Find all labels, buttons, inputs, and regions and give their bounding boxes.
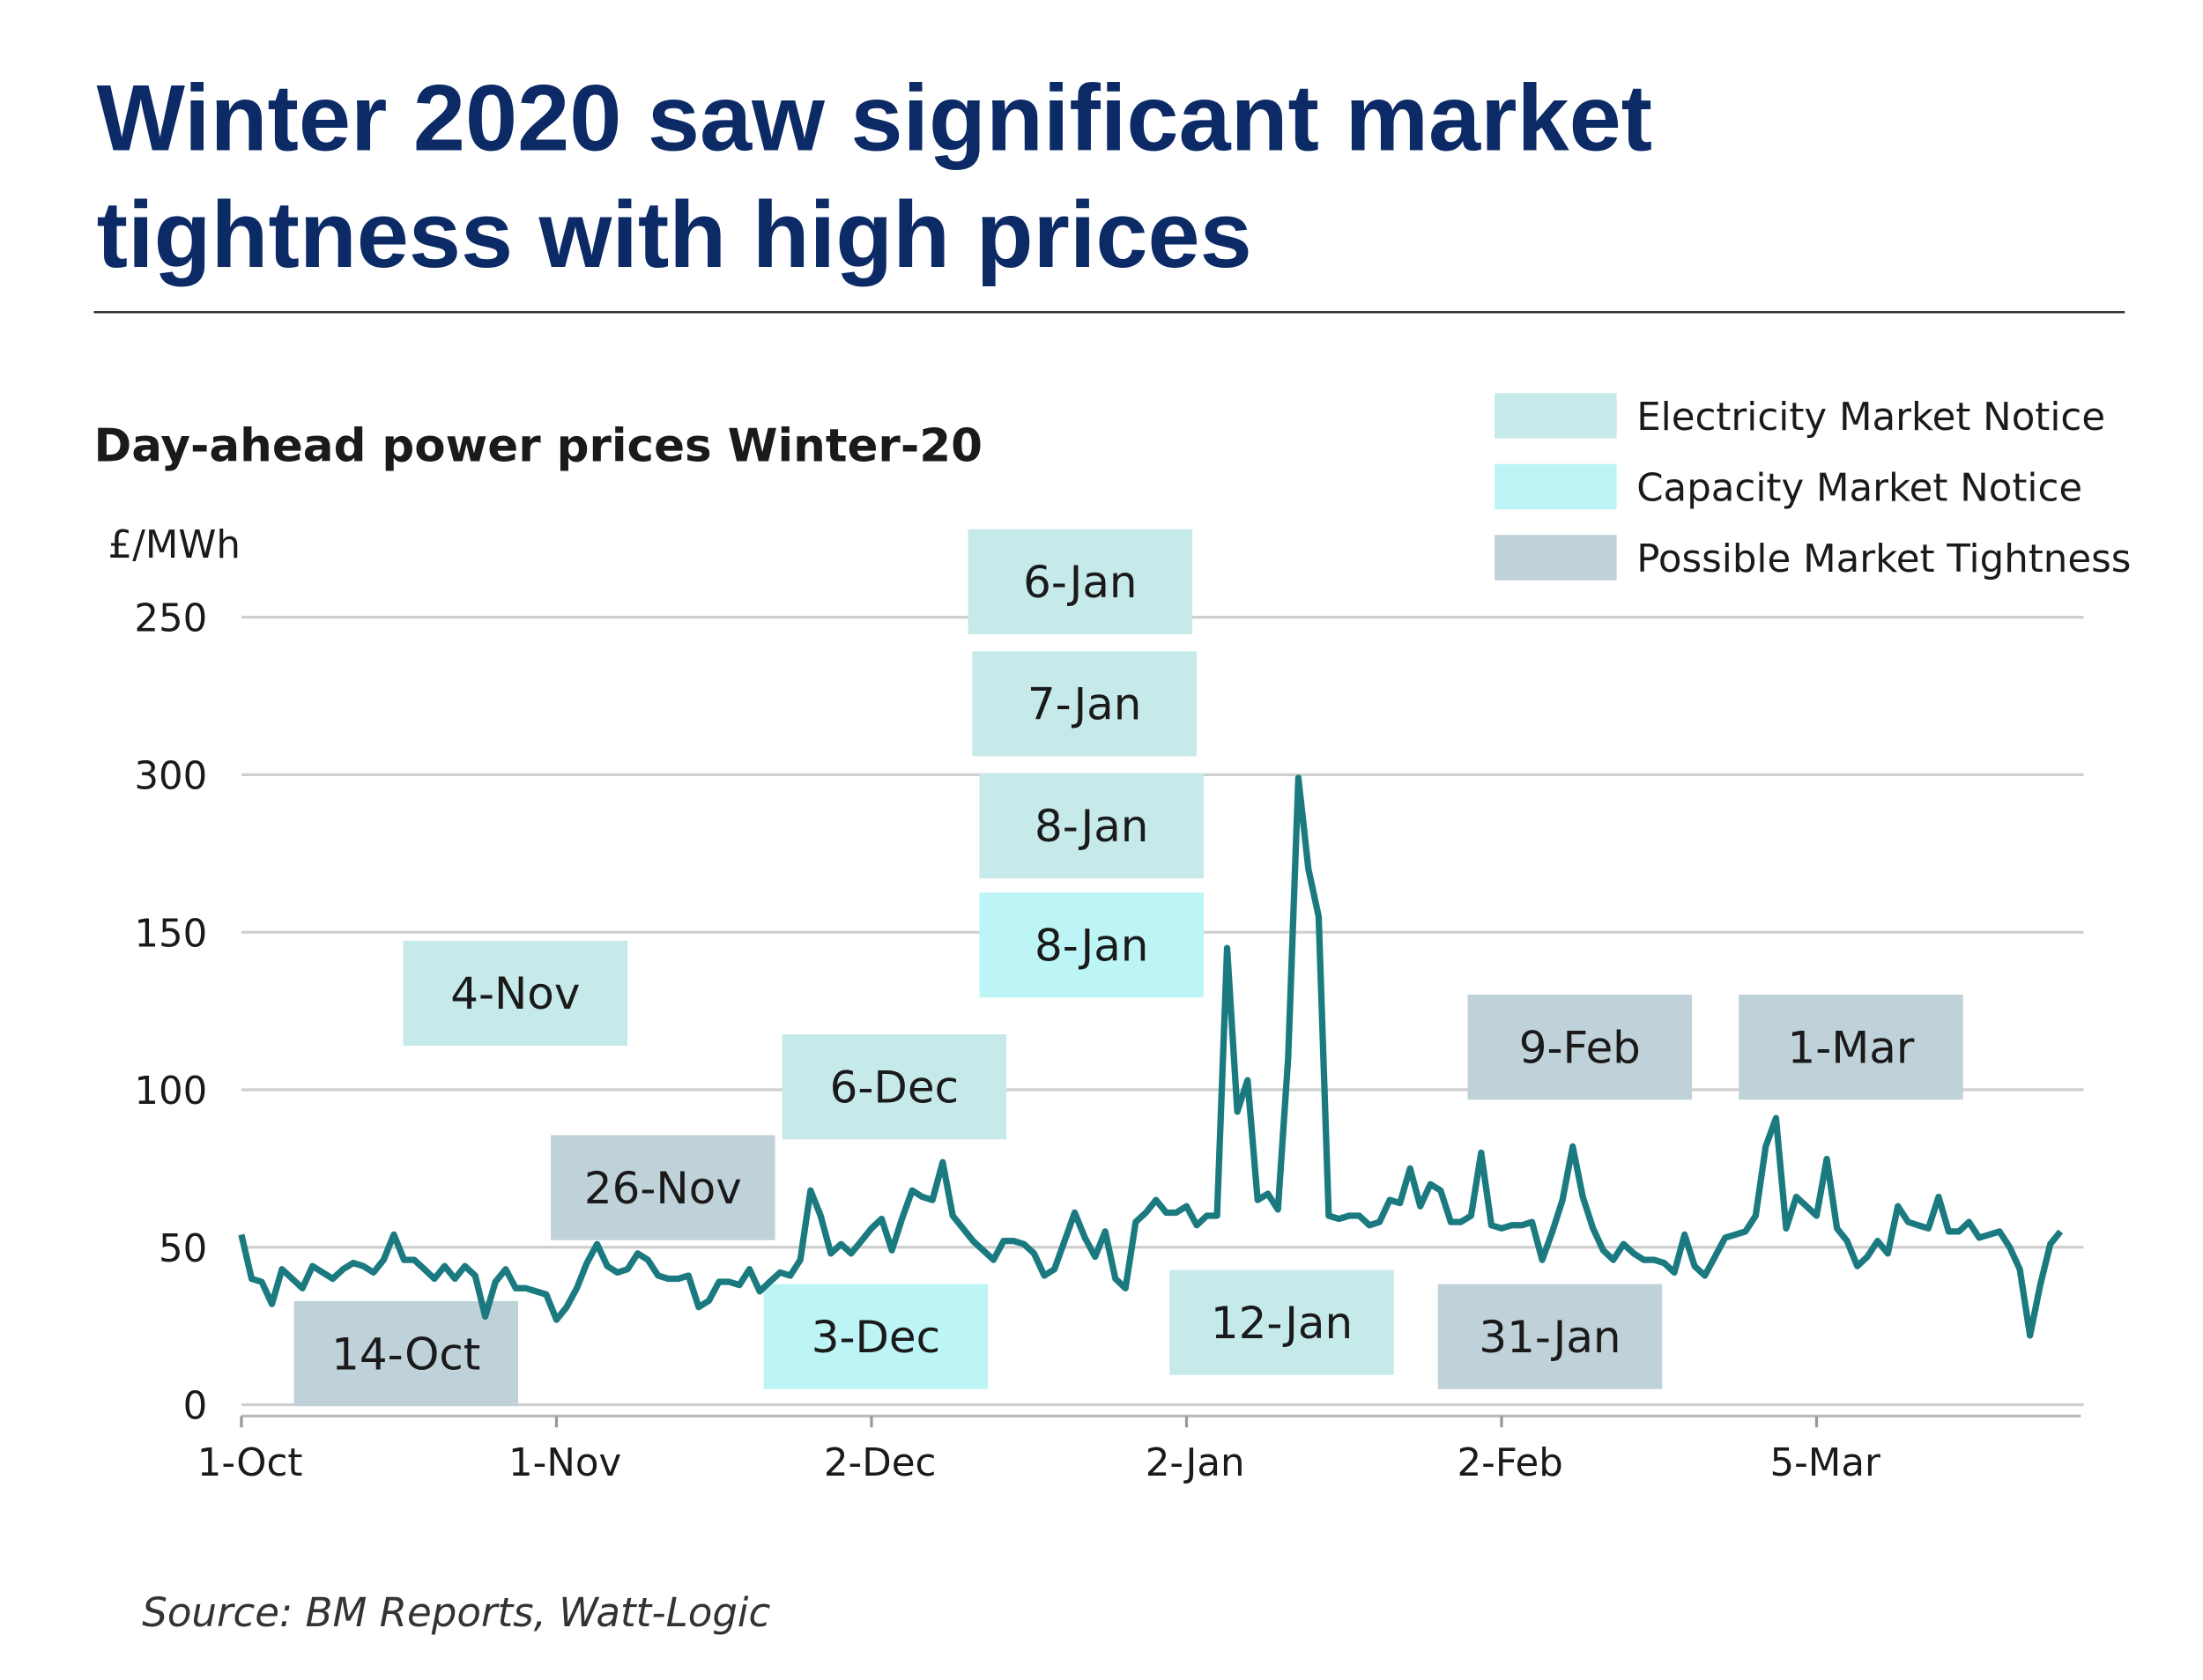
legend-label: Electricity Market Notice [1636, 396, 2105, 440]
y-tick-label: 50 [159, 1227, 207, 1271]
title-line: Winter 2020 saw significant market [97, 66, 1652, 171]
x-tick-label: 1-Nov [508, 1441, 621, 1485]
annotation-label: 8-Jan [1035, 920, 1148, 971]
annotation-box [979, 892, 1204, 998]
x-tick-label: 2-Dec [824, 1441, 936, 1485]
legend-swatch [1495, 393, 1617, 439]
annotation-box [551, 1135, 775, 1240]
annotation-label: 3-Dec [812, 1312, 940, 1363]
annotation-label: 7-Jan [1027, 679, 1141, 730]
annotation-label: 1-Mar [1787, 1022, 1914, 1073]
price-line [238, 774, 2064, 1339]
x-tick-label: 2-Feb [1457, 1441, 1562, 1485]
source: Source: BM Reports, Watt-Logic [142, 1589, 770, 1636]
y-tick-label: 150 [134, 912, 207, 956]
annotation-box [403, 940, 628, 1047]
annotation-box [1437, 1284, 1663, 1389]
legend-label: Possible Market Tightness [1636, 537, 2131, 581]
annotation-label: 14-Oct [331, 1328, 480, 1380]
annotation-box [1169, 1269, 1394, 1375]
x-tick-label: 5-Mar [1769, 1441, 1880, 1485]
annotation-label: 12-Jan [1211, 1298, 1353, 1349]
legend-label: Capacity Market Notice [1636, 467, 2082, 511]
y-tick-label: 250 [134, 597, 207, 641]
annotation-box [972, 651, 1197, 757]
annotation-box [1467, 995, 1693, 1100]
title-line: tightness with high prices [97, 182, 1252, 287]
annotation-box [763, 1284, 989, 1389]
annotation-box [1739, 995, 1963, 1100]
annotation-box [968, 529, 1193, 634]
annotation-label: 6-Dec [830, 1062, 959, 1113]
annotation-label: 9-Feb [1519, 1022, 1641, 1073]
annotation-box [293, 1300, 519, 1407]
annotation-box [979, 773, 1204, 878]
annotation-label: 8-Jan [1035, 801, 1148, 852]
y-axis-label: £/MWh [108, 523, 241, 567]
x-tick-label: 1-Oct [197, 1441, 303, 1485]
annotation-label: 4-Nov [450, 968, 580, 1019]
y-tick-label: 100 [134, 1069, 207, 1114]
y-tick-label: 0 [183, 1385, 208, 1429]
x-tick-label: 2-Jan [1146, 1441, 1245, 1485]
legend-swatch [1495, 535, 1617, 581]
annotation-label: 6-Jan [1023, 557, 1137, 608]
chart-title: Day-ahead power prices Winter-20 [93, 419, 983, 472]
annotation-box [782, 1034, 1007, 1140]
annotation-label: 31-Jan [1479, 1312, 1621, 1363]
y-tick-label: 300 [134, 755, 207, 799]
annotation-label: 26-Nov [584, 1163, 742, 1214]
legend-swatch [1495, 463, 1617, 510]
